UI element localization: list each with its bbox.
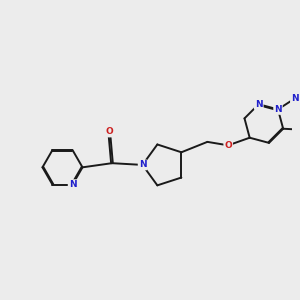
Text: N: N	[255, 100, 262, 109]
Text: N: N	[139, 160, 146, 169]
Text: N: N	[274, 105, 282, 114]
Text: N: N	[291, 94, 298, 103]
Text: O: O	[224, 141, 232, 150]
Text: O: O	[105, 128, 113, 136]
Text: N: N	[69, 180, 76, 189]
Text: N: N	[255, 100, 262, 109]
